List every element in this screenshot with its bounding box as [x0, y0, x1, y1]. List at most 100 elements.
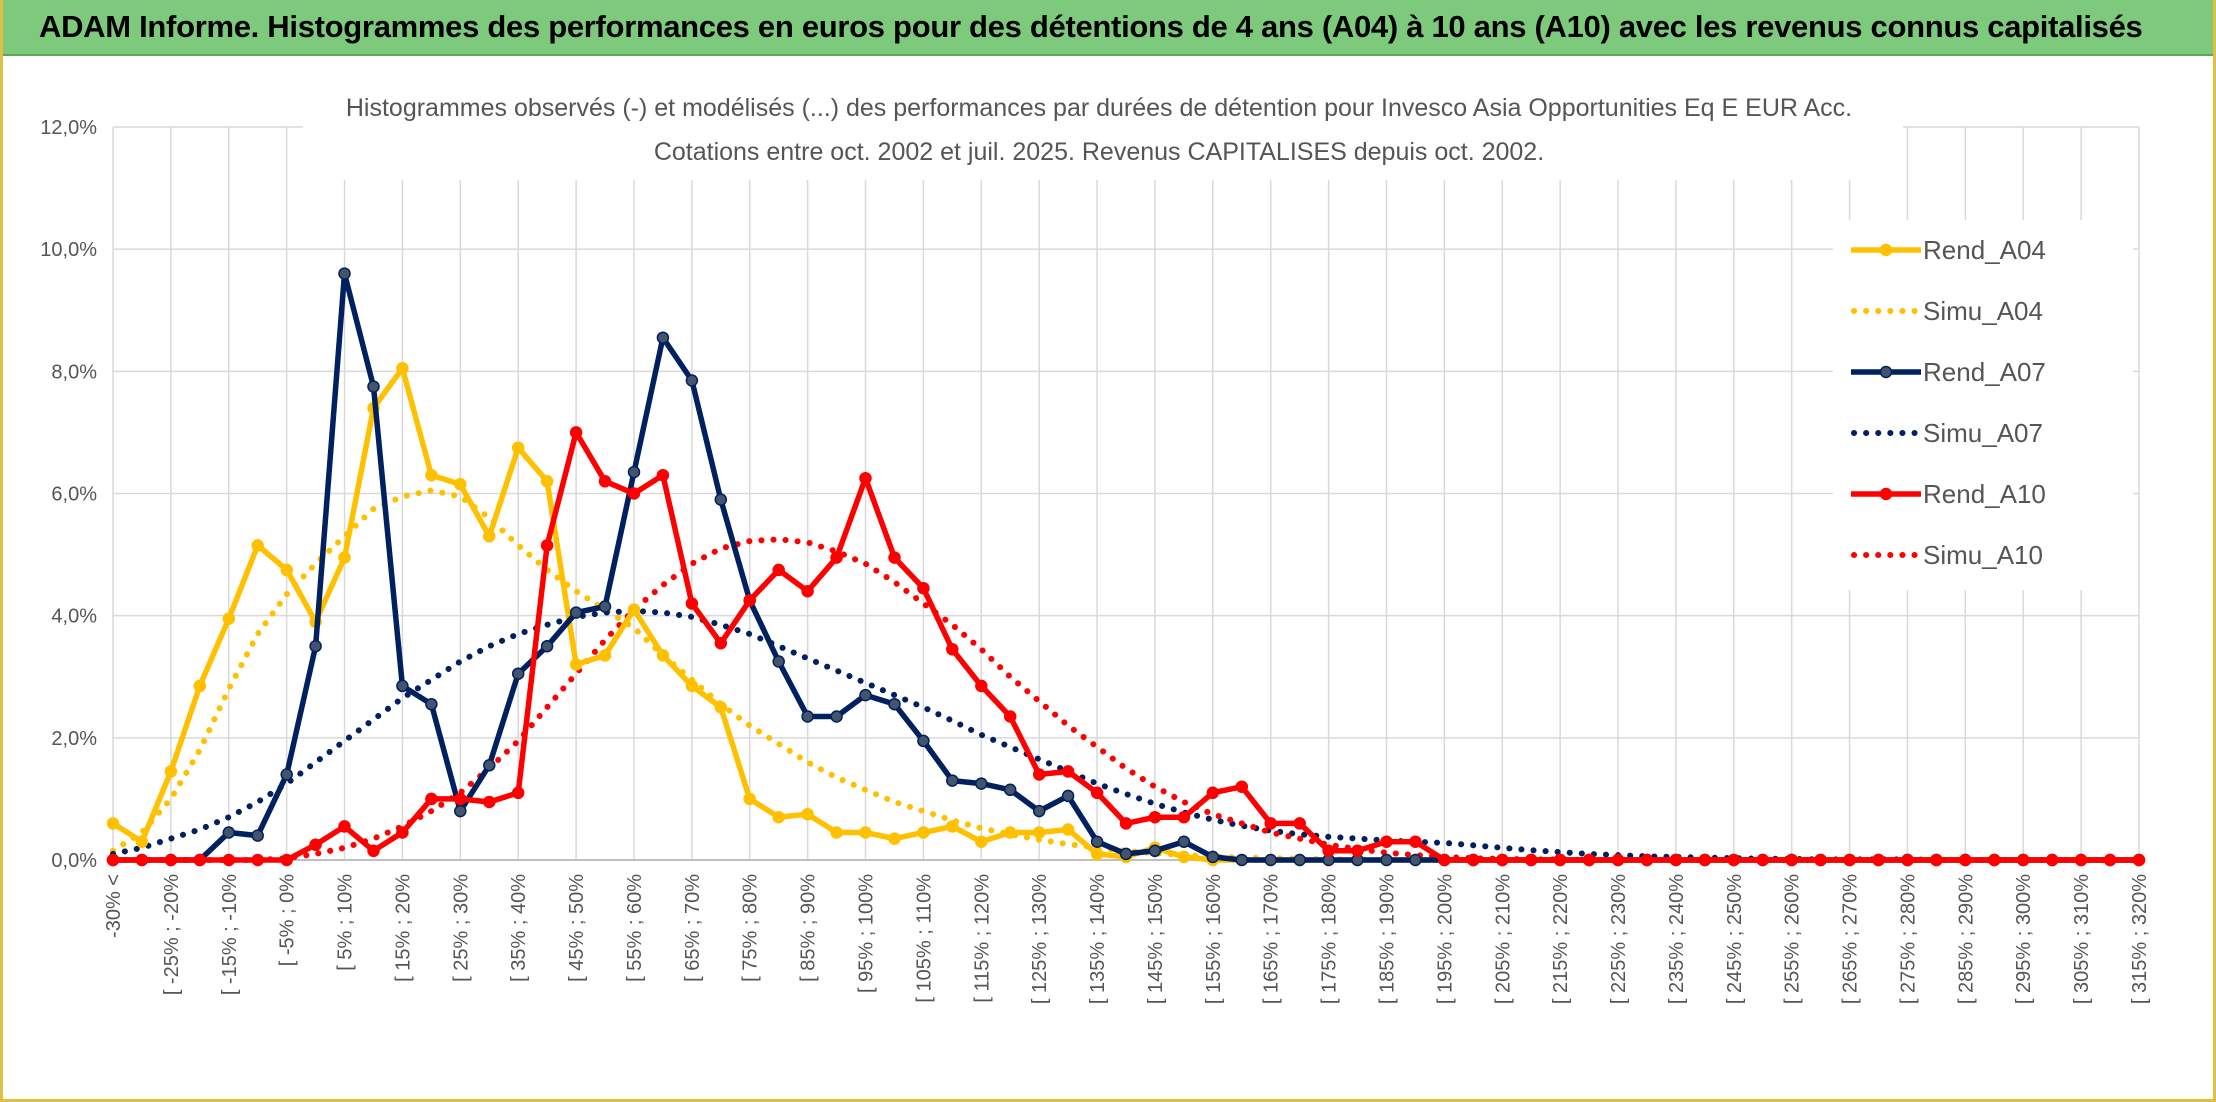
- data-point: [1293, 853, 1306, 867]
- data-point: [483, 795, 496, 809]
- data-point: [627, 603, 641, 616]
- x-tick-label: [ 235% ; 240%: [1666, 874, 1688, 1004]
- data-point: [511, 441, 525, 454]
- data-point: [193, 679, 207, 693]
- data-point: [830, 826, 843, 839]
- data-point: [685, 374, 699, 387]
- data-point: [801, 807, 814, 821]
- data-point: [164, 853, 178, 867]
- data-point: [1148, 810, 1162, 824]
- data-point: [1669, 853, 1683, 867]
- data-point: [1727, 853, 1741, 867]
- data-point: [743, 594, 756, 607]
- data-point: [1438, 853, 1451, 867]
- data-point: [1409, 853, 1422, 867]
- data-point: [2074, 853, 2088, 867]
- data-point: [1582, 853, 1596, 867]
- data-point: [1235, 780, 1249, 793]
- x-tick-label: [ 65% ; 70%: [682, 874, 704, 982]
- x-tick-label: [ 35% ; 40%: [508, 874, 530, 982]
- x-tick-label: [ 305% ; 310%: [2071, 874, 2093, 1004]
- data-point: [396, 679, 409, 693]
- data-point: [1785, 853, 1798, 867]
- data-point: [164, 765, 178, 778]
- legend-label: Rend_A10: [1923, 479, 2046, 509]
- data-point: [1003, 783, 1017, 797]
- legend-marker: [1879, 487, 1893, 501]
- data-point: [801, 584, 814, 598]
- data-point: [1090, 835, 1104, 848]
- series-lines: [106, 267, 2146, 867]
- x-tick-label: [ 55% ; 60%: [624, 874, 646, 982]
- x-tick-label: -30% <: [103, 874, 125, 938]
- legend-marker: [1879, 365, 1893, 379]
- data-point: [2045, 853, 2059, 867]
- data-point: [830, 551, 843, 564]
- legend-background: [1833, 220, 2133, 590]
- x-tick-label: [ 15% ; 20%: [392, 874, 414, 982]
- data-point: [714, 636, 728, 650]
- legend-label: Rend_A07: [1923, 357, 2046, 387]
- data-point: [106, 853, 120, 867]
- x-tick-label: [ 215% ; 220%: [1550, 874, 1572, 1004]
- data-point: [772, 655, 785, 668]
- data-point: [598, 649, 612, 662]
- data-point: [251, 853, 264, 867]
- data-point: [1872, 853, 1885, 867]
- data-point: [946, 774, 959, 787]
- data-point: [425, 697, 438, 711]
- data-point: [280, 853, 293, 867]
- page-title: ADAM Informe. Histogrammes des performan…: [39, 9, 2143, 44]
- data-point: [425, 792, 438, 806]
- x-tick-label: [ 115% ; 120%: [971, 874, 993, 1003]
- chart-title-block: Histogrammes observés (-) et modélisés (…: [303, 80, 1903, 180]
- data-point: [627, 487, 641, 500]
- legend-item-Rend_A10: Rend_A10: [1851, 479, 2046, 509]
- x-tick-label: [ 155% ; 160%: [1203, 874, 1225, 1004]
- x-tick-label: [ 145% ; 150%: [1145, 874, 1167, 1004]
- x-tick-label: [ 295% ; 300%: [2013, 874, 2035, 1004]
- data-point: [772, 563, 785, 577]
- data-point: [946, 643, 959, 656]
- data-point: [714, 493, 728, 506]
- data-point: [511, 786, 525, 800]
- data-point: [1959, 853, 1972, 867]
- chart: 0,0% 2,0% 4,0% 6,0% 8,0% 10,0% 12,0% -30% < [ -2…: [40, 80, 2151, 1004]
- legend-marker: [1879, 243, 1893, 257]
- data-point: [1177, 850, 1191, 864]
- y-tick-label: 0,0%: [51, 850, 97, 872]
- x-tick-label: [ 255% ; 260%: [1782, 874, 1804, 1004]
- data-point: [1090, 786, 1104, 800]
- data-point: [540, 475, 554, 488]
- data-point: [2016, 853, 2030, 867]
- data-point: [483, 759, 496, 772]
- data-point: [1032, 768, 1046, 781]
- data-point: [309, 838, 322, 851]
- data-point: [801, 710, 814, 723]
- data-point: [1380, 853, 1393, 867]
- data-point: [627, 465, 641, 479]
- data-point: [975, 777, 988, 790]
- data-point: [830, 710, 843, 723]
- data-point: [917, 734, 930, 748]
- x-tick-label: [ -25% ; -20%: [161, 874, 183, 995]
- y-tick-label: 2,0%: [51, 728, 97, 750]
- data-point: [1264, 817, 1277, 830]
- data-point: [454, 792, 467, 806]
- chart-title-line2: Cotations entre oct. 2002 et juil. 2025.…: [654, 138, 1544, 166]
- data-point: [569, 658, 583, 671]
- data-point: [338, 551, 351, 564]
- data-point: [367, 380, 380, 393]
- x-tick-label: [ 165% ; 170%: [1261, 874, 1283, 1004]
- x-tick-label: [ -15% ; -10%: [219, 874, 241, 995]
- data-point: [1061, 765, 1075, 778]
- header-banner: ADAM Informe. Histogrammes des performan…: [3, 0, 2213, 56]
- data-point: [1177, 810, 1191, 824]
- data-point: [396, 826, 409, 839]
- data-point: [454, 804, 467, 818]
- y-tick-label: 10,0%: [40, 239, 97, 261]
- x-tick-label: [ 285% ; 290%: [1955, 874, 1977, 1004]
- data-point: [1698, 853, 1712, 867]
- data-point: [1032, 826, 1046, 839]
